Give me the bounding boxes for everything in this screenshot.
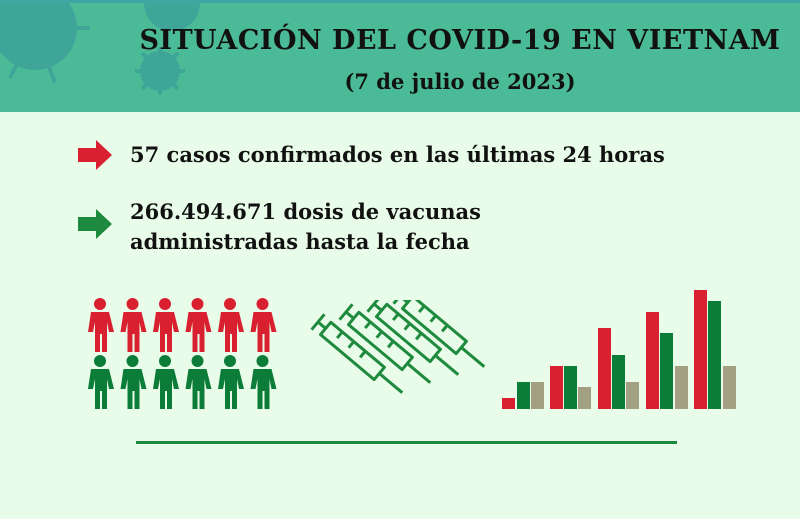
person-icon <box>153 355 179 409</box>
person-icon <box>218 355 244 409</box>
person-icon <box>120 355 147 409</box>
person-icon <box>185 298 212 352</box>
person-icon <box>218 298 244 352</box>
person-icon <box>88 355 114 409</box>
person-icon <box>250 298 277 352</box>
page-date: (7 de julio de 2023) <box>344 69 576 94</box>
stat-vaccines-text: 266.494.671 dosis de vacunas administrad… <box>130 199 481 254</box>
bar-graphic-icon <box>502 290 736 409</box>
stat-cases: 57 casos confirmados en las últimas 24 h… <box>78 140 690 170</box>
arrow-right-icon <box>78 209 112 239</box>
arrow-right-icon <box>78 140 112 170</box>
person-icon <box>153 298 179 352</box>
stat-vaccines: 266.494.671 dosis de vacunas administrad… <box>78 197 650 257</box>
people-icon <box>88 298 277 409</box>
syringes-icon <box>310 300 486 394</box>
divider-line <box>136 441 677 444</box>
person-icon <box>88 298 114 352</box>
person-icon <box>250 355 277 409</box>
page-title: SITUACIÓN DEL COVID-19 EN VIETNAM <box>139 25 781 56</box>
header-banner: SITUACIÓN DEL COVID-19 EN VIETNAM (7 de … <box>0 0 800 112</box>
virus-icon <box>0 3 200 95</box>
person-icon <box>185 355 212 409</box>
stat-cases-text: 57 casos confirmados en las últimas 24 h… <box>130 142 665 167</box>
person-icon <box>120 298 147 352</box>
